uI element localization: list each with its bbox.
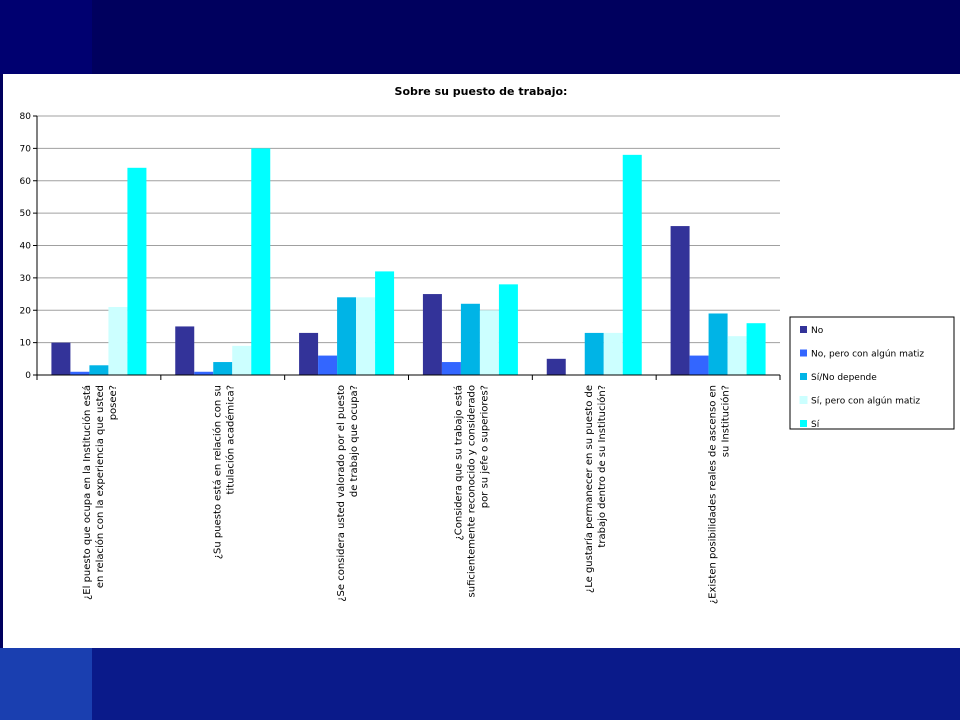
bar [375, 271, 395, 375]
header-band [0, 0, 92, 74]
bar [251, 148, 271, 375]
legend-label: No [811, 326, 824, 336]
category-label-line: ¿Le gustaría permanecer en su puesto de [583, 385, 595, 593]
category-label: ¿Considera que su trabajo está suficiente… [452, 385, 490, 597]
y-tick-label: 70 [20, 144, 32, 154]
bar [299, 332, 319, 375]
bar-chart: Sobre su puesto de trabajo: 0 10 20 30 40 50 6… [20, 85, 955, 604]
y-tick-label: 20 [20, 306, 32, 316]
category-label: ¿Le gustaría permanecer en su puesto de t… [583, 385, 608, 593]
bar [689, 355, 709, 375]
category-label-line: ¿Se considera usted valorado por el pues… [336, 385, 347, 602]
category-label-line: posee? [108, 385, 119, 420]
category-label-line: ¿El puesto que ocupa en la Institución e… [81, 385, 93, 600]
category-label: ¿Existen posibilidades reales de ascenso… [708, 385, 732, 604]
category-label-line: en relación con la experiencia que usted [94, 385, 106, 588]
category-label: ¿Se considera usted valorado por el pues… [336, 385, 360, 602]
y-tick-label: 60 [20, 177, 32, 187]
bar [356, 297, 376, 375]
bar [603, 332, 623, 375]
bar [232, 345, 252, 375]
bar [546, 358, 566, 375]
legend: No No, pero con algún matiz Sí/No depende S… [789, 316, 955, 430]
bar [127, 167, 147, 375]
bar [337, 297, 357, 375]
legend-label: No, pero con algún matiz [811, 350, 924, 360]
legend-label: Sí/No depende [811, 373, 877, 383]
bar [727, 336, 747, 375]
category-label-line: trabajo dentro de su Institución? [596, 385, 608, 548]
bar [498, 284, 518, 375]
legend-swatch [800, 326, 807, 333]
category-label-line: ¿Considera que su trabajo está [452, 385, 464, 541]
y-tick-label: 30 [20, 274, 32, 284]
legend-swatch [800, 349, 807, 357]
category-label-line: titulación académica? [224, 385, 236, 494]
category-label: ¿El puesto que ocupa en la Institución e… [81, 385, 119, 600]
legend-swatch [800, 420, 807, 427]
bar [318, 355, 338, 375]
bar [70, 371, 90, 375]
legend-swatch [800, 373, 807, 380]
y-tick-label: 10 [20, 339, 32, 349]
y-tick-label: 40 [20, 242, 32, 252]
bar [670, 226, 690, 375]
gridlines [37, 115, 780, 344]
bar [422, 294, 442, 375]
bar [708, 313, 728, 375]
category-label-line: de trabajo que ocupa? [349, 385, 360, 497]
legend-swatch [799, 396, 808, 404]
bar [213, 362, 233, 375]
bar [746, 323, 766, 375]
y-tick-label: 80 [20, 112, 32, 122]
category-label-line: su Institución? [720, 385, 732, 457]
category-label: ¿Su puesto está en relación con su titula… [211, 385, 236, 559]
bars [51, 148, 766, 375]
category-label-line: por su jefe o superiores? [479, 385, 490, 508]
y-tick-labels: 0 10 20 30 40 50 60 70 80 [20, 112, 32, 381]
category-label-line: ¿Existen posibilidades reales de ascenso… [708, 385, 719, 604]
bar [51, 342, 71, 375]
category-labels: ¿El puesto que ocupa en la Institución e… [81, 385, 732, 604]
chart-panel: Sobre su puesto de trabajo: 0 10 20 30 40 50 6… [3, 74, 960, 648]
bar [194, 371, 214, 375]
category-label-line: suficientemente reconocido y considerado [466, 385, 477, 597]
bar [89, 365, 109, 375]
legend-label: Sí [811, 420, 820, 430]
bar [622, 154, 642, 375]
chart-title: Sobre su puesto de trabajo: [395, 85, 568, 98]
bar [175, 326, 195, 375]
y-tick-label: 50 [20, 209, 32, 219]
bar [108, 307, 128, 375]
bar [441, 362, 461, 375]
category-label-line: ¿Su puesto está en relación con su [211, 385, 223, 559]
legend-label: Sí, pero con algún matiz [811, 397, 920, 407]
footer-band-accent [0, 648, 92, 720]
axes [33, 115, 781, 380]
footer-band [92, 648, 960, 720]
legend-box [789, 316, 955, 430]
y-tick-label: 0 [25, 371, 31, 381]
bar [479, 310, 499, 375]
bar [584, 332, 604, 375]
bar [460, 303, 480, 375]
